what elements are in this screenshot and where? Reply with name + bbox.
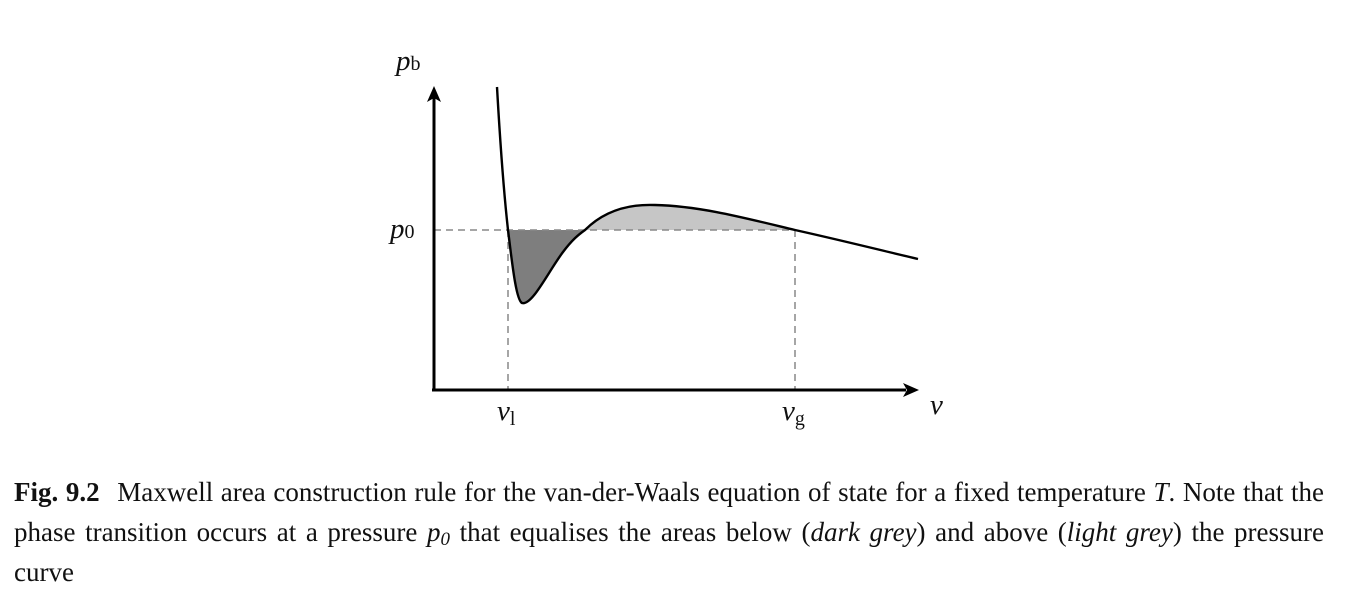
caption-text-5: ) the pressure curve	[14, 517, 1325, 587]
figure-number: Fig. 9.2	[14, 477, 100, 507]
pressure-curve	[495, 86, 919, 305]
y-axis-arrow	[427, 86, 441, 102]
figure-caption: Fig. 9.2 Maxwell area construction rule …	[14, 472, 1324, 592]
y-axis-label: pb	[394, 45, 421, 77]
vg-label: vg	[782, 395, 805, 430]
van-der-waals-plot: pb p0 vl vg v	[388, 45, 943, 430]
caption-temperature: T	[1153, 477, 1169, 507]
figure: pb p0 vl vg v	[388, 45, 943, 430]
caption-dark-grey: dark grey	[810, 517, 917, 547]
caption-light-grey: light grey	[1066, 517, 1173, 547]
p0-label: p0	[388, 213, 415, 245]
caption-text-3: that equalises the areas below (	[459, 517, 811, 547]
x-axis-arrow	[903, 383, 919, 397]
caption-pressure: p0	[426, 517, 450, 550]
x-axis-label: v	[930, 389, 943, 421]
caption-text-1: Maxwell area construction rule for the v…	[117, 477, 1146, 507]
light-grey-area	[585, 204, 795, 230]
vl-label: vl	[497, 395, 516, 430]
caption-text-2: . Note that the phase transition occurs …	[14, 477, 1325, 547]
caption-text-4: ) and above (	[916, 517, 1067, 547]
